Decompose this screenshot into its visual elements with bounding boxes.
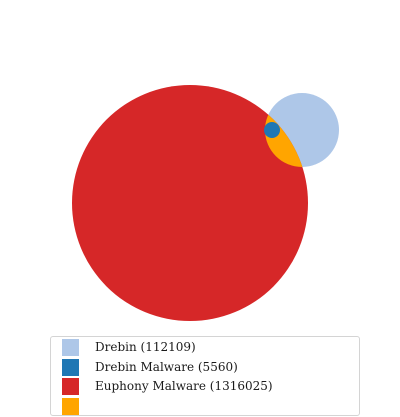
- legend-label-euphony-malware: Euphony Malware (1316025): [95, 379, 273, 394]
- legend-entry-euphony-malware: Euphony Malware (1316025): [51, 378, 359, 398]
- legend: Drebin (112109) Drebin Malware (5560) Eu…: [50, 336, 360, 416]
- venn-circle-drebin-malware: [264, 122, 280, 138]
- legend-label-drebin: Drebin (112109): [95, 340, 196, 355]
- legend-swatch-overlap: [62, 398, 79, 415]
- legend-label-drebin-malware: Drebin Malware (5560): [95, 360, 238, 375]
- legend-entry-drebin-malware: Drebin Malware (5560): [51, 359, 359, 379]
- legend-entry-drebin: Drebin (112109): [51, 339, 359, 359]
- legend-swatch-drebin: [62, 339, 79, 356]
- legend-swatch-euphony-malware: [62, 378, 79, 395]
- legend-swatch-drebin-malware: [62, 359, 79, 376]
- legend-entry-overlap: [51, 398, 359, 417]
